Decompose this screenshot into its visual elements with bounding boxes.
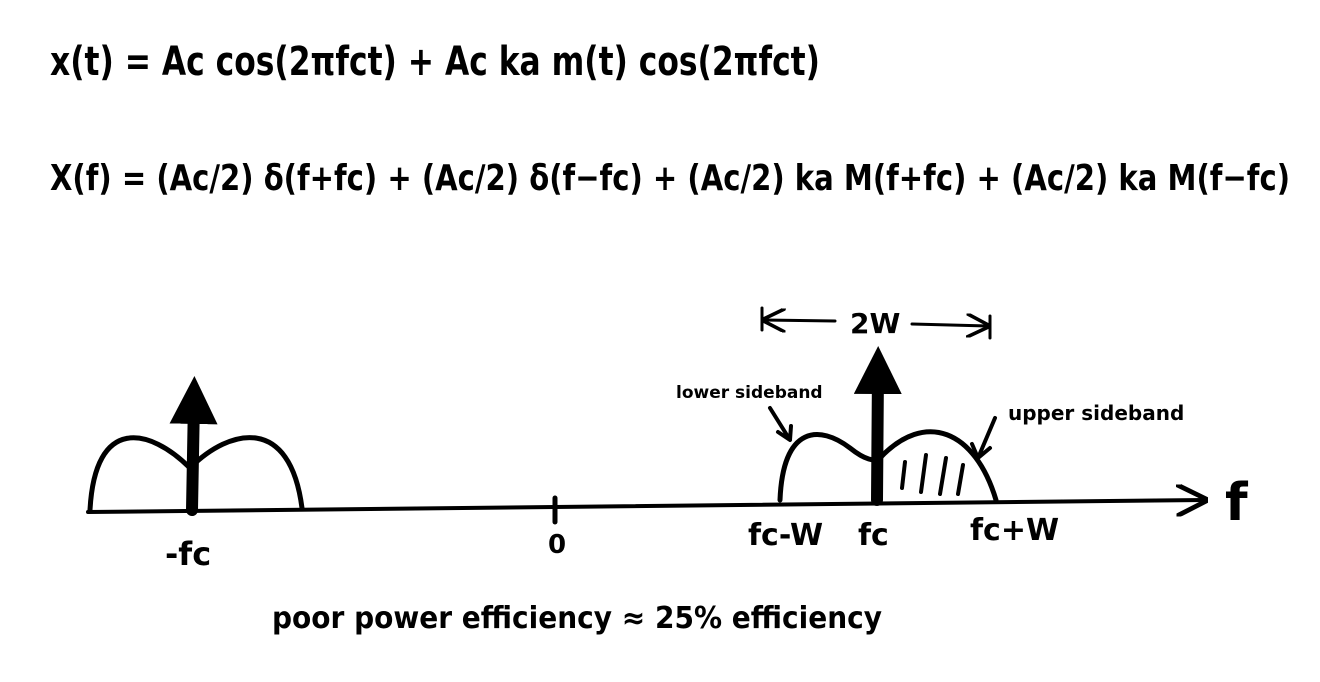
- impulse: [169, 376, 218, 516]
- bandwidth-arrow: [764, 320, 837, 321]
- tick-label: -fc: [165, 535, 211, 573]
- impulse: [853, 346, 902, 506]
- hatching: [900, 453, 965, 496]
- annotation: upper sideband: [1008, 401, 1184, 425]
- tick-label: fc-W: [748, 518, 823, 553]
- caption: poor power efficiency ≈ 25% efficiency: [272, 601, 882, 636]
- frequency-equation: X(f) = (Ac/2) δ(f+fc) + (Ac/2) δ(f−fc) +…: [50, 158, 1290, 199]
- axis-label: f: [1225, 473, 1249, 533]
- frequency-axis: [86, 500, 1205, 512]
- upper-spectrum: [777, 429, 999, 503]
- annotation-arrow: [768, 406, 793, 442]
- bandwidth-arrow: [910, 324, 988, 326]
- tick-label: fc+W: [970, 513, 1059, 548]
- time-equation: x(t) = Ac cos(2πfct) + Ac ka m(t) cos(2π…: [50, 39, 820, 85]
- annotation-arrow: [970, 416, 997, 460]
- tick-label: 0: [548, 530, 566, 560]
- annotation: lower sideband: [676, 383, 823, 403]
- bandwidth-label: 2W: [850, 307, 900, 340]
- tick-label: fc: [858, 518, 889, 553]
